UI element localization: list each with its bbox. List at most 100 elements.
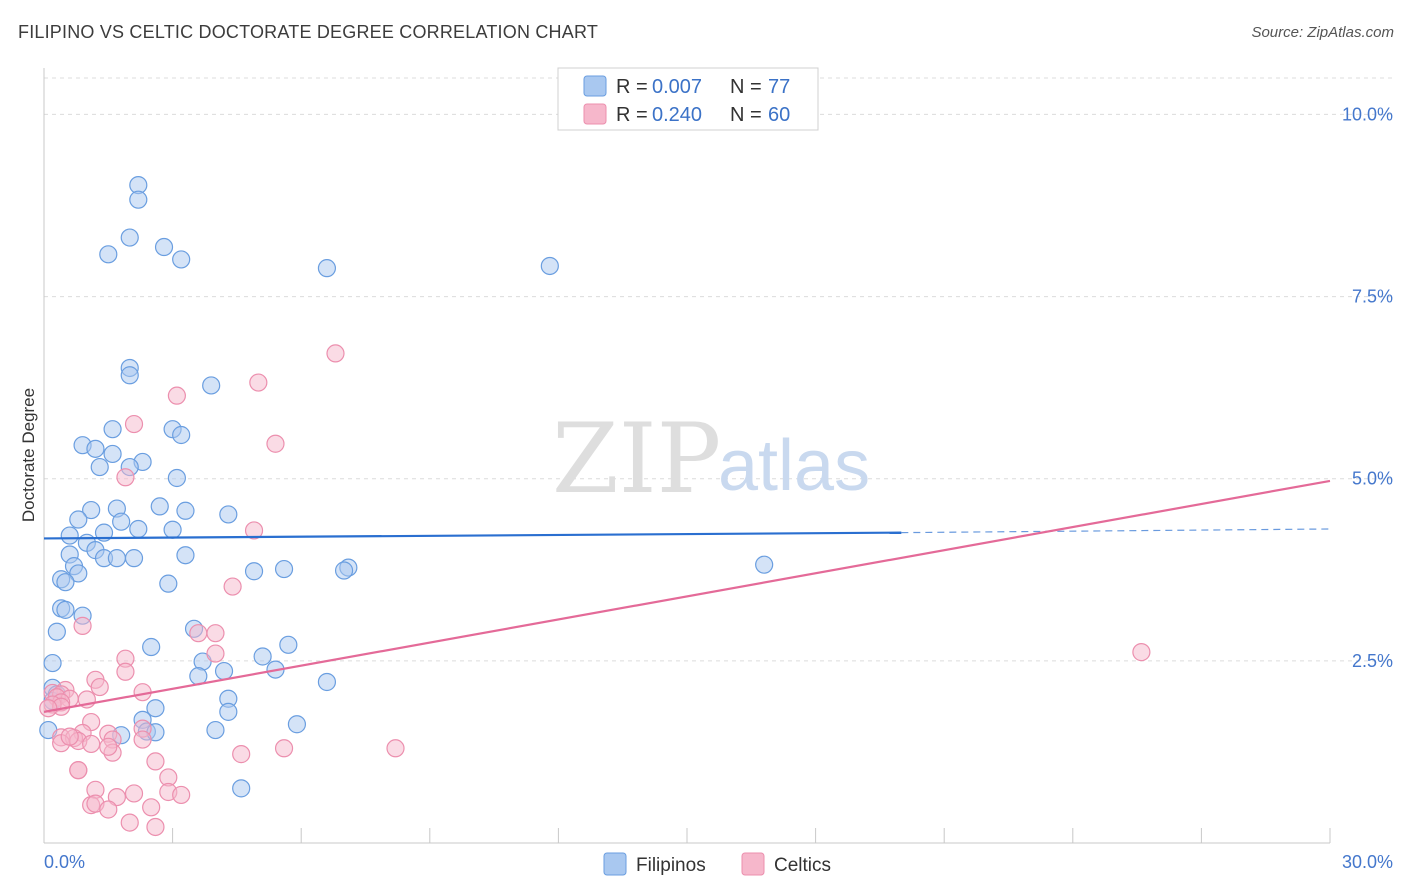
filipino-point-21 (82, 500, 101, 520)
celtic-point-53 (99, 800, 118, 819)
filipino-point-29 (163, 520, 182, 539)
filipino-point-50 (56, 600, 75, 619)
celtic-point-5 (116, 468, 135, 487)
filipino-point-37 (124, 549, 144, 568)
filipino-point-70 (206, 720, 225, 740)
legend-r-label-filipino: R = (616, 76, 648, 98)
filipino-point-3 (99, 245, 118, 264)
filipino-point-16 (103, 444, 122, 464)
filipino-point-13 (172, 425, 191, 445)
filipino-point-18 (90, 457, 109, 477)
celtic-trend-line (43, 479, 1331, 713)
celtic-point-6 (244, 521, 264, 540)
filipino-point-28 (129, 519, 148, 539)
filipino-point-48 (159, 574, 178, 593)
y-axis-label: Doctorate Degree (19, 388, 38, 522)
filipino-point-36 (107, 549, 126, 568)
filipino-point-7 (540, 256, 559, 276)
filipino-point-69 (287, 715, 307, 734)
filipino-point-4 (154, 237, 174, 257)
celtic-points (39, 344, 1151, 837)
filipino-point-60 (214, 661, 234, 681)
celtic-point-13 (116, 662, 135, 681)
celtic-point-36 (133, 730, 152, 749)
celtic-point-10 (206, 624, 225, 643)
celtic-point-44 (69, 761, 88, 780)
filipino-point-40 (69, 564, 88, 583)
celtic-point-9 (189, 624, 208, 643)
celtic-point-57 (1132, 643, 1151, 662)
celtic-point-42 (146, 752, 165, 771)
legend-n-label-filipino: N = (730, 76, 762, 98)
legend-r-filipino: 0.007 (652, 76, 702, 98)
x-tick-label-min: 0.0% (44, 852, 85, 872)
celtic-point-1 (249, 373, 268, 392)
bottom-legend-filipinos: Filipinos (636, 855, 706, 876)
filipino-point-5 (172, 250, 191, 269)
legend-swatch-celtic (583, 103, 607, 125)
celtic-point-3 (124, 414, 144, 434)
filipino-point-26 (69, 510, 88, 529)
filipino-point-62 (317, 672, 337, 692)
x-tick-label-max: 30.0% (1342, 852, 1393, 872)
celtic-point-48 (172, 785, 191, 805)
filipino-point-2 (120, 228, 139, 247)
filipino-point-10 (202, 376, 221, 395)
celtic-point-54 (142, 798, 161, 817)
source-credit: Source: ZipAtlas.com (1251, 24, 1394, 41)
legend-r-celtic: 0.240 (652, 104, 702, 126)
bottom-legend-swatch-filipinos (603, 852, 627, 876)
filipino-point-57 (253, 647, 272, 666)
celtic-point-40 (274, 739, 294, 758)
filipino-point-67 (219, 702, 238, 721)
celtic-point-12 (206, 644, 225, 663)
filipino-point-20 (167, 468, 186, 488)
trend-lines (43, 479, 1331, 713)
watermark-atlas: atlas (718, 426, 870, 506)
watermark-zip: ZIP (552, 403, 721, 515)
y-tick-labels: 2.5% 5.0% 7.5% 10.0% (1342, 104, 1393, 670)
stats-legend: R = 0.007 N = 77 R = 0.240 N = 60 (557, 67, 819, 131)
filipino-point-15 (86, 439, 105, 458)
filipino-point-56 (43, 653, 62, 673)
filipino-point-23 (150, 497, 169, 516)
filipino-point-24 (176, 501, 195, 520)
filipino-point-66 (146, 699, 165, 718)
y-tick-label-2: 7.5% (1352, 287, 1393, 307)
filipino-point-31 (60, 526, 79, 545)
legend-n-celtic: 60 (768, 104, 790, 126)
filipino-trend-extension (901, 528, 1331, 534)
legend-n-label-celtic: N = (730, 104, 762, 126)
filipino-point-54 (142, 637, 161, 657)
filipino-point-44 (334, 561, 354, 580)
filipino-point-42 (274, 559, 294, 579)
celtic-point-26 (39, 699, 58, 718)
legend-n-filipino: 77 (768, 76, 790, 98)
y-tick-label-1: 5.0% (1352, 469, 1393, 489)
filipino-point-45 (755, 555, 774, 574)
filipino-point-30 (94, 523, 114, 542)
celtic-point-41 (386, 739, 405, 758)
legend-r-label-celtic: R = (616, 104, 648, 126)
celtic-point-59 (60, 727, 79, 746)
filipino-point-6 (317, 259, 337, 278)
y-tick-label-3: 10.0% (1342, 104, 1393, 124)
filipino-point-47 (56, 573, 75, 592)
series-legend: Filipinos Celtics (603, 852, 831, 876)
y-tick-label-0: 2.5% (1352, 651, 1393, 671)
filipino-point-9 (120, 366, 139, 385)
legend-swatch-filipino (583, 75, 607, 97)
bottom-legend-celtics: Celtics (774, 855, 831, 876)
celtic-point-58 (99, 737, 118, 756)
celtic-point-4 (266, 434, 285, 453)
filipino-point-55 (279, 635, 298, 654)
bottom-legend-swatch-celtics (741, 852, 765, 876)
filipino-trend-line (43, 531, 902, 540)
celtic-point-50 (124, 784, 144, 803)
celtic-point-37 (82, 734, 101, 754)
celtic-point-7 (223, 577, 242, 596)
filipino-point-41 (244, 562, 264, 581)
chart-title: FILIPINO VS CELTIC DOCTORATE DEGREE CORR… (18, 22, 599, 42)
filipino-point-1 (129, 190, 148, 209)
